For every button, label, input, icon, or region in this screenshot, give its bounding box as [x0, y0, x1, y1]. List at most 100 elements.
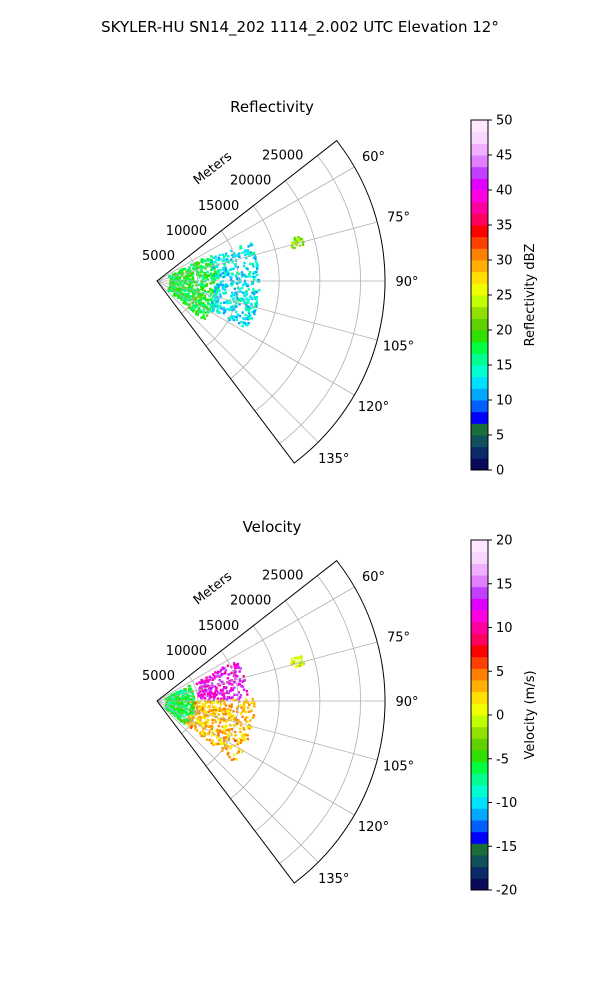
azimuth-spoke	[156, 700, 319, 863]
echo-gate	[248, 273, 251, 276]
echo-gate	[208, 700, 211, 703]
echo-gate	[188, 688, 191, 691]
echo-gate	[258, 288, 261, 292]
echo-gate	[201, 679, 204, 682]
echo-gate	[233, 294, 236, 297]
echo-gate	[174, 277, 177, 280]
echo-gate	[245, 301, 248, 304]
echo-gate	[195, 300, 198, 303]
colorbar-tick-label: 10	[496, 621, 513, 636]
echo-gate	[213, 674, 216, 678]
echo-gate	[216, 303, 219, 306]
echo-gate	[188, 268, 191, 271]
echo-gate	[229, 724, 232, 727]
echo-gate	[252, 272, 255, 275]
echo-gate	[188, 297, 191, 300]
echo-gate	[226, 270, 230, 273]
echo-gate	[167, 287, 171, 291]
echo-gate	[216, 306, 220, 309]
echo-gate	[208, 691, 212, 694]
echo-gate	[234, 255, 237, 258]
echo-gate	[203, 714, 206, 717]
echo-gate	[216, 736, 219, 739]
echo-gate	[229, 268, 232, 272]
echo-gate	[231, 696, 234, 699]
echo-gate	[198, 711, 201, 714]
colorbar-segment	[471, 586, 488, 599]
echo-gate	[219, 741, 223, 745]
colorbar-tick-label: 40	[496, 184, 513, 199]
echo-gate	[192, 263, 196, 267]
echo-gate	[170, 290, 173, 293]
echo-gate	[169, 699, 173, 702]
echo-gate	[190, 698, 193, 701]
echo-gate	[211, 289, 214, 292]
colorbar-tick-label: 25	[496, 289, 513, 304]
echo-gate	[185, 713, 188, 717]
range-tick-label: 20000	[230, 594, 271, 609]
echo-gate	[189, 269, 192, 273]
echo-gate	[243, 317, 246, 321]
echo-gate	[172, 273, 175, 276]
echo-gate	[197, 263, 200, 266]
echo-gate	[168, 286, 172, 289]
echo-gate	[202, 284, 205, 287]
echo-gate	[202, 316, 205, 319]
echo-gate	[213, 694, 217, 697]
echo-gate	[210, 741, 213, 745]
echo-gate	[246, 324, 249, 327]
echo-gate	[230, 733, 233, 737]
echo-gate	[242, 710, 245, 713]
echo-gate	[196, 287, 199, 291]
echo-gate	[174, 693, 178, 696]
echo-gate	[240, 271, 244, 274]
echo-gate	[223, 285, 226, 289]
colorbar-segment	[471, 155, 488, 168]
echo-gate	[189, 271, 192, 274]
echo-gate	[246, 308, 250, 312]
echo-gate	[222, 275, 225, 279]
echo-gate	[208, 705, 211, 709]
echo-gate	[301, 243, 305, 246]
range-tick-label: 10000	[166, 644, 207, 659]
echo-gate	[213, 297, 216, 301]
echo-gate	[240, 734, 244, 737]
echo-gate	[221, 272, 225, 275]
echo-gate	[237, 322, 241, 325]
echo-gate	[209, 688, 213, 691]
echo-gate	[200, 284, 204, 287]
echo-gate	[202, 728, 205, 731]
echo-gate	[219, 273, 222, 276]
echo-gate	[174, 697, 177, 701]
echo-gate	[224, 271, 227, 274]
echo-gate	[192, 695, 195, 699]
echo-gate	[238, 700, 241, 703]
echo-gate	[242, 736, 245, 739]
echo-gate	[202, 685, 206, 688]
echo-gate	[177, 294, 180, 298]
echo-gate	[230, 267, 233, 271]
azimuth-tick-label: 75°	[387, 210, 410, 225]
colorbar-segment	[471, 353, 488, 366]
echo-gate	[204, 679, 207, 682]
echo-gate	[251, 716, 255, 719]
echo-gate	[214, 729, 218, 733]
echo-gate	[252, 714, 256, 717]
range-tick-label: 25000	[262, 569, 303, 584]
echo-gate	[208, 687, 211, 690]
echo-gate	[180, 295, 183, 298]
echo-gate	[219, 697, 223, 700]
echo-gate	[237, 719, 240, 722]
echo-gate	[185, 289, 188, 292]
echo-gate	[183, 687, 186, 691]
echo-gate	[236, 666, 239, 669]
echo-gate	[229, 747, 232, 750]
colorbar-segment	[471, 201, 488, 214]
echo-gate	[210, 702, 213, 705]
echo-gate	[239, 245, 242, 248]
echo-gate	[297, 239, 301, 243]
colorbar-segment	[471, 213, 488, 226]
reflectivity-title: Reflectivity	[230, 98, 314, 116]
echo-gate	[245, 297, 248, 300]
echo-gate	[198, 694, 201, 697]
